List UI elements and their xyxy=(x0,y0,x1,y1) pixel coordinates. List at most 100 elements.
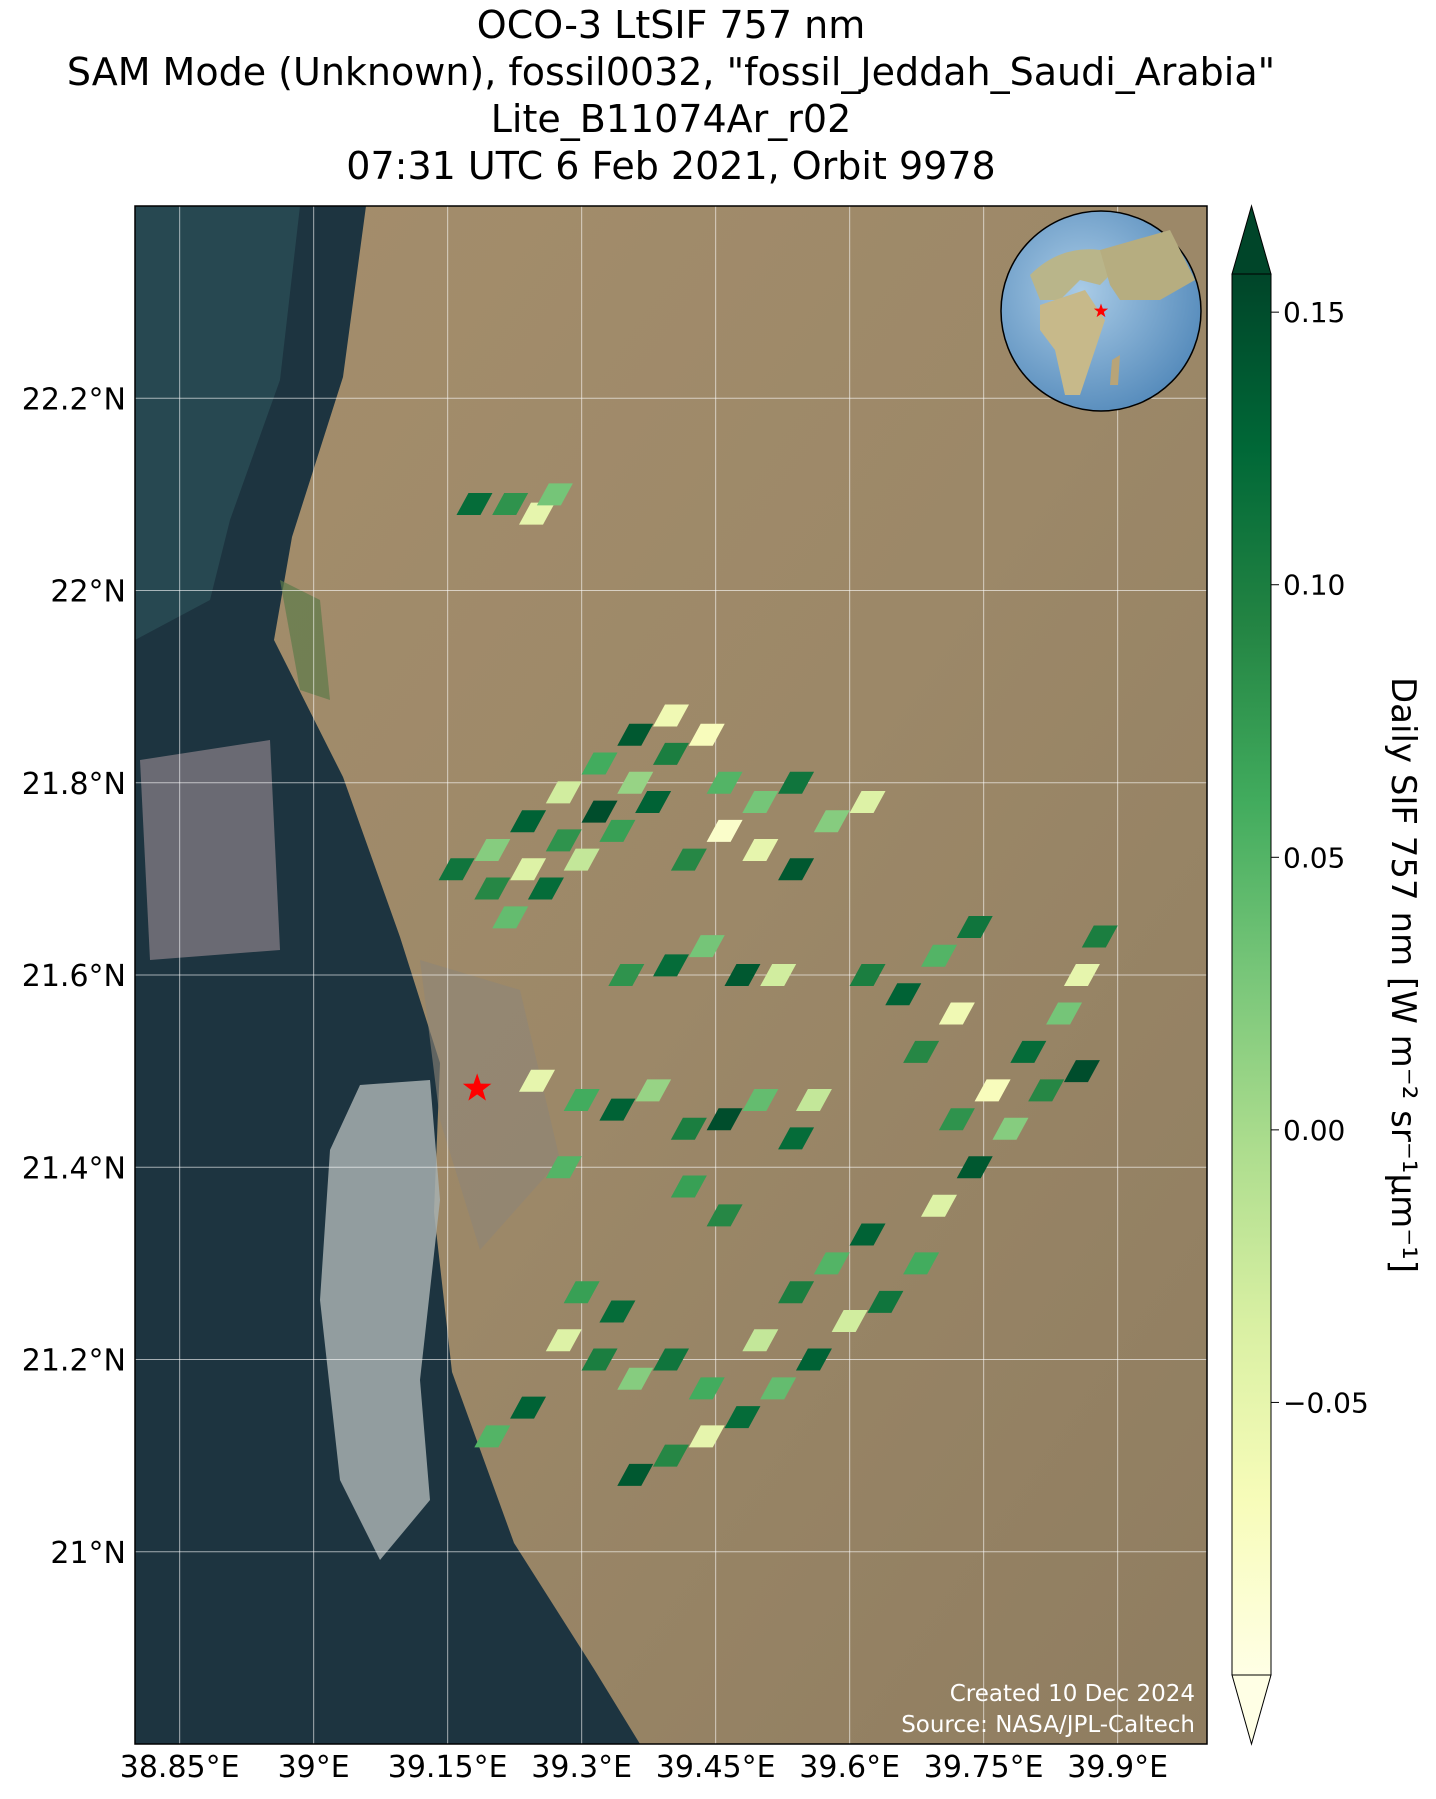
sif-footprint xyxy=(563,848,600,871)
sif-footprint xyxy=(617,723,654,746)
sif-footprint xyxy=(635,790,672,813)
sif-footprint xyxy=(778,858,815,881)
chart-title: OCO-3 LtSIF 757 nm xyxy=(477,3,865,47)
sif-footprint xyxy=(688,1377,725,1400)
y-tick-label: 21.6°N xyxy=(22,959,126,994)
sif-footprint xyxy=(617,1367,654,1390)
sif-footprint xyxy=(474,839,511,862)
sif-footprint xyxy=(938,1108,975,1131)
x-tick-label: 38.85°E xyxy=(120,1750,240,1785)
sif-footprint xyxy=(688,1425,725,1448)
y-tick-label: 21.4°N xyxy=(22,1151,126,1186)
sif-footprint xyxy=(742,1088,779,1111)
chart-title: SAM Mode (Unknown), fossil0032, "fossil_… xyxy=(67,50,1275,94)
sif-footprint xyxy=(706,819,743,842)
sif-footprint xyxy=(903,1252,940,1275)
sif-footprint xyxy=(545,829,582,852)
x-tick-label: 39.15°E xyxy=(388,1750,508,1785)
sif-footprint xyxy=(474,1425,511,1448)
colorbar-extend-top xyxy=(1231,204,1272,275)
target-star xyxy=(462,1073,492,1101)
sif-footprint xyxy=(706,1108,743,1131)
x-tick-label: 39.9°E xyxy=(1067,1750,1168,1785)
sif-footprint xyxy=(510,810,547,833)
colorbar-tick-label: −0.05 xyxy=(1283,1386,1369,1419)
sif-footprint xyxy=(438,858,475,881)
sif-footprint xyxy=(653,954,689,977)
sif-footprint xyxy=(849,790,886,813)
sif-footprint xyxy=(545,1156,582,1179)
sif-footprint xyxy=(813,1252,850,1275)
sif-footprint xyxy=(706,771,743,794)
sif-footprint xyxy=(885,983,922,1006)
sif-footprint xyxy=(492,906,529,929)
sif-footprint xyxy=(795,1088,832,1111)
sif-footprint xyxy=(670,1117,707,1140)
sif-footprint xyxy=(527,877,564,900)
colorbar-tick-label: 0.15 xyxy=(1283,296,1345,329)
sif-footprint xyxy=(563,1088,600,1111)
sif-footprint xyxy=(938,1002,975,1025)
sif-footprint xyxy=(653,704,689,727)
sif-footprint xyxy=(563,1281,600,1304)
sif-footprint xyxy=(813,810,850,833)
sif-footprint xyxy=(1010,1040,1047,1063)
globe-star xyxy=(1093,303,1109,318)
sif-footprint xyxy=(617,1463,654,1486)
colorbar-tick-label: 0.05 xyxy=(1283,841,1345,874)
sif-footprint xyxy=(742,839,779,862)
sif-footprint xyxy=(670,848,707,871)
sif-footprint xyxy=(760,964,797,986)
sif-footprint xyxy=(670,1175,707,1198)
sif-footprint xyxy=(921,944,957,967)
sif-footprint xyxy=(760,1377,797,1400)
sif-footprint xyxy=(849,1223,886,1246)
sif-footprint xyxy=(519,1069,555,1092)
sif-footprint xyxy=(742,1329,779,1352)
sif-footprint xyxy=(519,502,555,525)
sif-footprint xyxy=(1046,1002,1083,1025)
y-tick-label: 22.2°N xyxy=(22,382,126,417)
sif-footprint xyxy=(608,964,645,986)
x-tick-label: 39°E xyxy=(278,1750,350,1785)
y-tick-label: 21.8°N xyxy=(22,767,126,802)
sif-footprint xyxy=(617,771,654,794)
sif-footprint xyxy=(492,492,529,515)
x-tick-label: 39.75°E xyxy=(924,1750,1044,1785)
credit: Created 10 Dec 2024 xyxy=(950,1681,1195,1707)
y-tick-label: 21°N xyxy=(50,1536,126,1571)
sif-footprint xyxy=(1063,964,1100,986)
sif-footprint xyxy=(653,1444,689,1467)
sif-footprint xyxy=(599,819,636,842)
sif-footprint xyxy=(599,1098,636,1121)
sif-footprint xyxy=(992,1117,1029,1140)
sif-footprint xyxy=(956,1156,993,1179)
sif-footprint xyxy=(653,742,689,765)
colorbar-tick-label: 0.00 xyxy=(1283,1114,1345,1147)
sif-footprint xyxy=(545,1329,582,1352)
sif-footprint xyxy=(1028,1079,1065,1102)
sif-footprint xyxy=(1063,1060,1100,1083)
sif-footprint xyxy=(536,483,573,506)
credit: Source: NASA/JPL-Caltech xyxy=(901,1712,1195,1738)
colorbar-tick-label: 0.10 xyxy=(1283,569,1345,602)
sif-footprint xyxy=(456,492,493,515)
sif-footprint xyxy=(635,1079,672,1102)
sif-footprint xyxy=(688,723,725,746)
colorbar-label: Daily SIF 757 nm [W m⁻² sr⁻¹µm⁻¹] xyxy=(1383,677,1423,1273)
x-tick-label: 39.6°E xyxy=(799,1750,900,1785)
sif-footprint xyxy=(581,800,618,823)
sif-footprint xyxy=(724,964,761,986)
sif-footprint xyxy=(778,1281,815,1304)
sif-footprint xyxy=(778,1127,815,1150)
x-tick-label: 39.3°E xyxy=(531,1750,632,1785)
chart-title: 07:31 UTC 6 Feb 2021, Orbit 9978 xyxy=(346,144,995,188)
y-tick-label: 21.2°N xyxy=(22,1344,126,1379)
sif-footprint xyxy=(1081,925,1118,948)
sif-footprint xyxy=(581,752,618,775)
colorbar-extend-bottom xyxy=(1231,1674,1272,1746)
colorbar: −0.05 0.00 0.05 0.10 0.15 Daily SIF 757 nm [W… xyxy=(1231,204,1423,1746)
sif-footprint xyxy=(581,1348,618,1371)
sif-footprint xyxy=(903,1040,940,1063)
